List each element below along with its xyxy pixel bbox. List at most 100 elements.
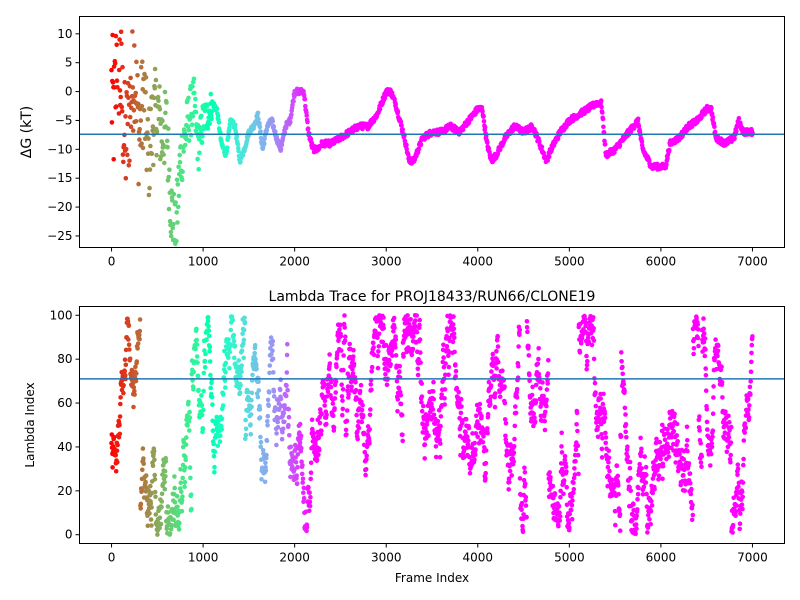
lambda-point — [231, 332, 237, 338]
lambda-point — [316, 452, 321, 458]
lambda-point — [552, 491, 558, 496]
delta-g-point — [119, 109, 125, 114]
lambda-point — [115, 442, 120, 448]
lambda-point — [686, 461, 692, 466]
lambda-point — [277, 387, 283, 393]
lambda-point — [271, 389, 277, 394]
delta-g-point — [126, 163, 132, 168]
lambda-point — [417, 322, 422, 328]
lambda-point — [559, 450, 565, 455]
lambda-point — [708, 463, 713, 468]
lambda-point — [362, 449, 368, 455]
delta-g-point — [667, 147, 672, 153]
lambda-point — [682, 488, 688, 494]
lambda-point — [322, 398, 328, 404]
lambda-point — [328, 384, 334, 390]
delta-g-point — [125, 152, 130, 158]
lambda-point — [189, 506, 194, 512]
lambda-point — [648, 521, 653, 527]
lambda-point — [631, 502, 636, 507]
lambda-point — [418, 350, 423, 355]
lambda-point — [574, 422, 579, 427]
lambda-point — [345, 371, 351, 377]
delta-g-point — [174, 238, 179, 244]
x-tick-label: 1000 — [188, 255, 219, 269]
lambda-point — [479, 413, 484, 419]
delta-g-point — [151, 162, 156, 168]
lambda-point — [606, 448, 611, 454]
lambda-point — [319, 428, 324, 434]
lambda-point — [350, 366, 355, 372]
lambda-point — [572, 466, 577, 471]
delta-g-point — [114, 78, 120, 83]
lambda-point — [576, 471, 581, 477]
lambda-point — [681, 473, 686, 478]
lambda-point — [520, 529, 526, 535]
lambda-point — [444, 344, 450, 349]
lambda-point — [152, 477, 158, 482]
lambda-point — [702, 336, 708, 341]
delta-g-point — [235, 141, 241, 147]
delta-g-point — [116, 111, 122, 116]
lambda-point — [627, 465, 633, 471]
delta-g-point — [176, 164, 181, 170]
delta-g-point — [216, 120, 222, 125]
lambda-point — [749, 350, 754, 356]
lambda-point — [252, 342, 258, 348]
lambda-point — [639, 466, 644, 471]
lambda-point — [433, 454, 439, 460]
lambda-point — [703, 373, 709, 378]
lambda-point — [368, 407, 373, 412]
lambda-point — [171, 517, 176, 522]
delta-g-point — [416, 146, 422, 152]
lambda-point — [724, 449, 730, 455]
lambda-point — [392, 341, 398, 347]
y-tick-label: 10 — [57, 27, 72, 41]
lambda-point — [307, 499, 313, 505]
lambda-point — [627, 459, 633, 465]
delta-g-point — [175, 204, 181, 210]
lambda-point — [730, 522, 736, 528]
lambda-point — [383, 372, 388, 377]
lambda-point — [249, 390, 255, 396]
lambda-point — [745, 396, 751, 402]
lambda-point — [187, 409, 192, 415]
lambda-point — [606, 455, 612, 461]
lambda-point — [298, 433, 304, 439]
lambda-point — [733, 513, 738, 518]
lambda-point — [634, 513, 639, 518]
delta-g-point — [699, 115, 704, 120]
lambda-point — [542, 418, 547, 424]
delta-g-point — [196, 166, 201, 172]
delta-g-point — [165, 145, 170, 150]
lambda-point — [573, 459, 578, 464]
lambda-point — [517, 476, 523, 481]
lambda-point — [330, 413, 336, 419]
lambda-point — [593, 403, 599, 409]
lambda-point — [201, 407, 206, 413]
lambda-point — [701, 316, 706, 321]
lambda-point — [169, 523, 175, 528]
lambda-point — [617, 528, 623, 533]
lambda-point — [483, 460, 489, 466]
lambda-point — [726, 413, 731, 419]
lambda-point — [340, 398, 345, 403]
lambda-point — [561, 491, 566, 497]
lambda-point — [437, 454, 443, 460]
lambda-point — [332, 406, 337, 411]
lambda-point — [329, 379, 334, 385]
lambda-point — [526, 343, 531, 349]
delta-g-point — [143, 90, 148, 95]
delta-g-point — [170, 225, 175, 231]
lambda-point — [266, 390, 272, 395]
lambda-point — [363, 472, 368, 478]
lambda-point — [708, 451, 714, 457]
lambda-point — [509, 473, 514, 478]
lambda-point — [252, 350, 257, 356]
lambda-point — [301, 495, 307, 501]
lambda-point — [346, 391, 351, 397]
lambda-point — [237, 390, 243, 396]
lambda-point — [494, 366, 499, 371]
lambda-point — [675, 439, 680, 444]
lambda-point — [359, 407, 365, 413]
